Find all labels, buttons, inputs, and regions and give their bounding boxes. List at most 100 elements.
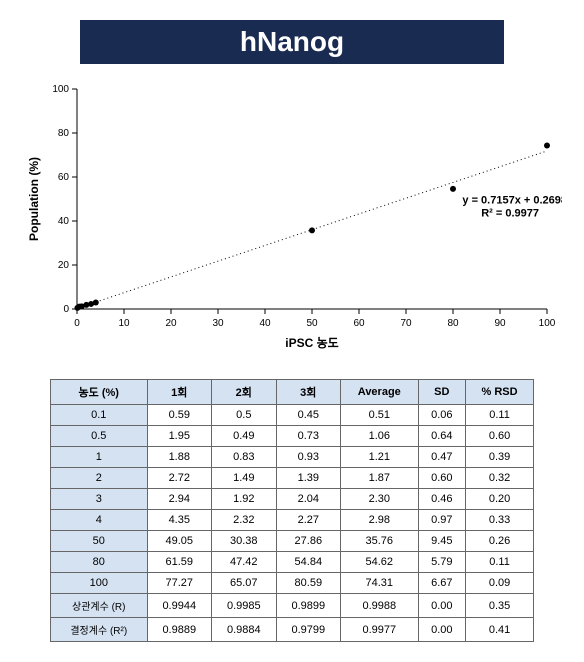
table-cell: 35.76 [341,531,418,552]
table-cell: 0.60 [418,468,466,489]
row-label: 0.1 [51,405,148,426]
table-cell: 0.11 [466,552,534,573]
table-row: 32.941.922.042.300.460.20 [51,489,534,510]
table-cell: 47.42 [212,552,277,573]
table-row: 0.10.590.50.450.510.060.11 [51,405,534,426]
table-cell: 0.9985 [212,594,277,618]
svg-text:100: 100 [539,318,556,329]
table-cell: 77.27 [147,573,212,594]
row-label: 100 [51,573,148,594]
table-cell: 0.47 [418,447,466,468]
table-cell: 0.33 [466,510,534,531]
table-cell: 0.9977 [341,618,418,642]
table-cell: 49.05 [147,531,212,552]
svg-text:60: 60 [58,172,70,183]
table-header: % RSD [466,380,534,405]
svg-text:60: 60 [353,318,365,329]
table-cell: 0.26 [466,531,534,552]
row-label: 2 [51,468,148,489]
table-header: Average [341,380,418,405]
row-label: 상관계수 (R) [51,594,148,618]
svg-text:0: 0 [63,304,69,315]
svg-text:50: 50 [306,318,318,329]
table-cell: 0.09 [466,573,534,594]
table-cell: 0.51 [341,405,418,426]
svg-text:iPSC 농도: iPSC 농도 [285,336,338,350]
row-label: 80 [51,552,148,573]
svg-text:70: 70 [400,318,412,329]
table-cell: 0.64 [418,426,466,447]
data-table: 농도 (%)1회2회3회AverageSD% RSD0.10.590.50.45… [50,379,534,642]
table-cell: 27.86 [276,531,341,552]
svg-text:100: 100 [52,84,69,95]
table-cell: 2.72 [147,468,212,489]
table-row: 44.352.322.272.980.970.33 [51,510,534,531]
table-cell: 0.46 [418,489,466,510]
table-cell: 0.9884 [212,618,277,642]
table-cell: 0.59 [147,405,212,426]
table-cell: 0.11 [466,405,534,426]
table-row: 5049.0530.3827.8635.769.450.26 [51,531,534,552]
table-cell: 2.27 [276,510,341,531]
table-header: 1회 [147,380,212,405]
svg-text:y = 0.7157x + 0.2698: y = 0.7157x + 0.2698 [462,194,562,206]
table-cell: 30.38 [212,531,277,552]
table-cell: 0.06 [418,405,466,426]
table-cell: 1.95 [147,426,212,447]
table-cell: 0.9889 [147,618,212,642]
svg-text:80: 80 [58,128,70,139]
table-row: 8061.5947.4254.8454.625.790.11 [51,552,534,573]
table-cell: 1.49 [212,468,277,489]
row-label: 1 [51,447,148,468]
table-cell: 0.9944 [147,594,212,618]
table-cell: 0.9899 [276,594,341,618]
chart-svg: 0204060801000102030405060708090100iPSC 농… [22,79,562,359]
table-row: 22.721.491.391.870.600.32 [51,468,534,489]
table-cell: 2.94 [147,489,212,510]
table-cell: 54.62 [341,552,418,573]
table-cell: 2.30 [341,489,418,510]
table-cell: 0.93 [276,447,341,468]
svg-text:20: 20 [58,260,70,271]
svg-text:R² = 0.9977: R² = 0.9977 [481,208,539,220]
table-cell: 0.00 [418,618,466,642]
table-cell: 2.04 [276,489,341,510]
table-cell: 6.67 [418,573,466,594]
table-cell: 0.32 [466,468,534,489]
row-label: 4 [51,510,148,531]
table-cell: 54.84 [276,552,341,573]
table-cell: 1.39 [276,468,341,489]
table-cell: 0.49 [212,426,277,447]
scatter-chart: 0204060801000102030405060708090100iPSC 농… [22,79,562,359]
table-cell: 0.20 [466,489,534,510]
table-cell: 80.59 [276,573,341,594]
table-cell: 65.07 [212,573,277,594]
table-row: 10077.2765.0780.5974.316.670.09 [51,573,534,594]
row-label: 3 [51,489,148,510]
table-row: 상관계수 (R)0.99440.99850.98990.99880.000.35 [51,594,534,618]
row-label: 50 [51,531,148,552]
page-title: hNanog [80,20,504,64]
table-cell: 2.32 [212,510,277,531]
table-cell: 0.9988 [341,594,418,618]
table-cell: 2.98 [341,510,418,531]
table-cell: 5.79 [418,552,466,573]
svg-text:90: 90 [494,318,506,329]
data-table-wrap: 농도 (%)1회2회3회AverageSD% RSD0.10.590.50.45… [50,379,534,642]
table-cell: 9.45 [418,531,466,552]
table-cell: 0.35 [466,594,534,618]
table-cell: 1.21 [341,447,418,468]
table-row: 결정계수 (R²)0.98890.98840.97990.99770.000.4… [51,618,534,642]
svg-text:40: 40 [58,216,70,227]
svg-text:20: 20 [165,318,177,329]
row-label: 0.5 [51,426,148,447]
svg-text:10: 10 [118,318,130,329]
table-header: 농도 (%) [51,380,148,405]
table-cell: 0.60 [466,426,534,447]
svg-text:30: 30 [212,318,224,329]
svg-text:40: 40 [259,318,271,329]
table-row: 0.51.950.490.731.060.640.60 [51,426,534,447]
svg-text:0: 0 [74,318,80,329]
table-cell: 61.59 [147,552,212,573]
table-cell: 0.9799 [276,618,341,642]
